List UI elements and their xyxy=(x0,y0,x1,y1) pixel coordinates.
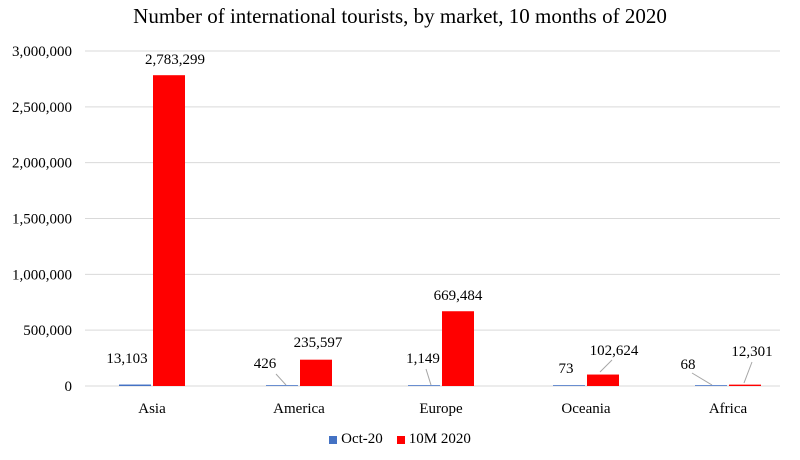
leader-line xyxy=(691,372,713,386)
data-labels: 13,103 2,783,299 426 235,597 1,149 669,484 73 1… xyxy=(106,52,772,377)
x-tick-label: Oceania xyxy=(561,401,610,417)
legend-swatch-10m-2020 xyxy=(396,435,405,444)
y-axis-ticks: 0 500,000 1,000,000 1,500,000 2,000,000 2,500… xyxy=(12,44,72,395)
data-label-10m-2020: 669,484 xyxy=(434,288,483,304)
x-tick-label: Asia xyxy=(138,401,166,417)
bar-10m-2020 xyxy=(300,359,332,386)
data-label-10m-2020: 235,597 xyxy=(294,335,343,351)
y-tick-label: 500,000 xyxy=(23,323,72,339)
data-label-oct-20: 426 xyxy=(254,356,277,372)
x-tick-label: Europe xyxy=(419,401,463,417)
bar-oct-20 xyxy=(408,385,440,386)
leader-lines xyxy=(275,359,753,386)
leader-line xyxy=(599,359,613,373)
data-label-10m-2020: 102,624 xyxy=(590,343,639,359)
leader-line xyxy=(425,368,432,386)
data-label-10m-2020: 12,301 xyxy=(731,344,772,360)
legend-swatch-oct-20 xyxy=(329,435,338,444)
x-tick-label: Africa xyxy=(709,401,748,417)
bar-oct-20 xyxy=(266,385,298,386)
bar-10m-2020 xyxy=(153,75,185,387)
x-tick-label: America xyxy=(273,401,325,417)
gridlines xyxy=(85,50,780,387)
data-label-oct-20: 1,149 xyxy=(406,351,440,367)
leader-line xyxy=(275,373,287,386)
y-tick-label: 1,000,000 xyxy=(12,267,72,283)
bar-oct-20 xyxy=(695,385,727,386)
y-tick-label: 1,500,000 xyxy=(12,212,72,228)
leader-line xyxy=(743,361,753,384)
bar-10m-2020 xyxy=(442,311,474,386)
legend: Oct-20 10M 2020 xyxy=(0,431,800,448)
data-label-oct-20: 73 xyxy=(559,361,574,377)
legend-item-oct-20: Oct-20 xyxy=(329,431,383,448)
bar-oct-20 xyxy=(119,384,151,386)
bar-oct-20 xyxy=(553,385,585,386)
data-label-oct-20: 13,103 xyxy=(106,351,147,367)
bar-10m-2020 xyxy=(587,374,619,386)
x-axis-ticks: Asia America Europe Oceania Africa xyxy=(138,401,747,417)
y-tick-label: 3,000,000 xyxy=(12,44,72,60)
chart-title: Number of international tourists, by mar… xyxy=(133,4,667,28)
legend-label-10m-2020: 10M 2020 xyxy=(408,431,471,447)
legend-item-10m-2020: 10M 2020 xyxy=(396,431,471,448)
data-label-10m-2020: 2,783,299 xyxy=(145,52,205,68)
bar-10m-2020 xyxy=(729,384,761,386)
y-tick-label: 0 xyxy=(65,379,73,395)
bars xyxy=(119,75,761,387)
legend-label-oct-20: Oct-20 xyxy=(341,431,383,447)
data-label-oct-20: 68 xyxy=(681,357,696,373)
y-tick-label: 2,500,000 xyxy=(12,100,72,116)
bar-chart: 0 500,000 1,000,000 1,500,000 2,000,000 2,500… xyxy=(12,44,780,417)
y-tick-label: 2,000,000 xyxy=(12,156,72,172)
